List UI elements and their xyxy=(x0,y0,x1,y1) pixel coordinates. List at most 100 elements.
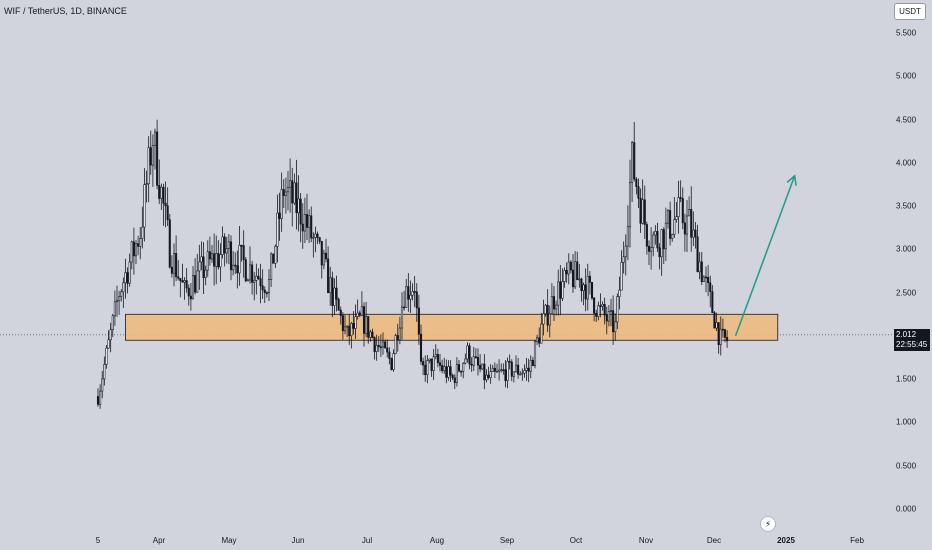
candle xyxy=(599,293,602,318)
candle-body xyxy=(466,345,469,360)
candle-body xyxy=(270,253,273,280)
candle-body xyxy=(548,313,551,326)
candle xyxy=(206,240,209,277)
candle xyxy=(578,263,581,288)
candle-body xyxy=(487,374,490,378)
candle-body xyxy=(559,281,562,299)
candle xyxy=(479,354,482,373)
candle xyxy=(415,283,418,322)
candle-body xyxy=(284,191,287,196)
candle-body xyxy=(565,270,568,275)
candle xyxy=(411,283,414,301)
candle xyxy=(278,192,281,241)
candle xyxy=(527,358,530,383)
candle-body xyxy=(441,365,444,371)
candle xyxy=(595,309,598,323)
candle xyxy=(103,356,106,386)
candle xyxy=(354,304,357,339)
candle-body xyxy=(557,281,560,306)
candle-body xyxy=(660,229,663,258)
candle xyxy=(162,183,165,226)
candle xyxy=(141,206,144,249)
x-tick-label: Oct xyxy=(569,536,583,545)
candle xyxy=(609,298,613,327)
x-tick-label: Dec xyxy=(706,536,722,545)
candle-body xyxy=(99,390,102,405)
candle-body xyxy=(384,341,387,349)
candle-body xyxy=(113,301,116,317)
candle xyxy=(232,251,235,276)
candle-body xyxy=(603,304,606,316)
candle-body xyxy=(291,180,294,204)
candle xyxy=(400,292,404,340)
candle xyxy=(120,289,123,302)
candle-body xyxy=(700,261,703,282)
candle xyxy=(196,253,199,293)
candle-body xyxy=(295,182,298,214)
candle xyxy=(449,360,452,382)
candle xyxy=(339,306,342,325)
candle-body xyxy=(489,371,492,378)
tradingview-lightning-icon[interactable]: ⚡ xyxy=(760,516,776,532)
candle-body xyxy=(449,366,452,376)
candle xyxy=(485,369,488,383)
candle xyxy=(248,246,252,284)
candle xyxy=(175,235,178,282)
candle-body xyxy=(314,233,317,238)
candle-body xyxy=(597,305,600,317)
candle xyxy=(272,253,275,264)
candle xyxy=(318,237,321,245)
candle-body xyxy=(438,362,442,366)
candle-body xyxy=(204,269,207,279)
candle xyxy=(626,205,629,261)
candle xyxy=(582,282,585,306)
candle xyxy=(263,286,266,304)
candle xyxy=(417,294,420,345)
candle-body xyxy=(681,198,684,224)
candle xyxy=(118,290,121,315)
candle-body xyxy=(259,278,262,287)
candle-body xyxy=(132,241,135,257)
candle xyxy=(105,345,108,369)
candle-body xyxy=(367,316,370,338)
candle-body xyxy=(683,222,686,235)
candle xyxy=(107,330,110,349)
candle xyxy=(312,232,315,258)
candle xyxy=(217,240,220,270)
candle-body xyxy=(147,147,150,185)
candle-body xyxy=(145,183,148,186)
candle-body xyxy=(529,359,532,372)
candle-body xyxy=(210,253,214,260)
candle xyxy=(719,316,722,356)
currency-button[interactable]: USDT xyxy=(894,3,926,20)
candle-body xyxy=(137,243,140,247)
candle-body xyxy=(375,345,378,352)
candle xyxy=(350,321,353,349)
candle xyxy=(529,355,532,379)
candle xyxy=(358,310,361,318)
candle xyxy=(715,312,718,332)
candle-body xyxy=(656,231,659,249)
candle-body xyxy=(631,142,634,183)
candle xyxy=(352,311,355,335)
candle-body xyxy=(669,210,672,239)
candle-body xyxy=(105,347,108,365)
candle xyxy=(183,277,186,300)
candle-body xyxy=(413,291,416,293)
candle xyxy=(662,227,665,264)
candle xyxy=(419,324,423,365)
candle-body xyxy=(711,291,714,313)
candle-body xyxy=(297,198,300,214)
candle xyxy=(168,213,171,269)
x-tick-label: Jun xyxy=(291,536,305,545)
y-tick-label: 0.000 xyxy=(896,504,917,514)
candle xyxy=(563,267,566,288)
candle-body xyxy=(455,364,458,383)
candle xyxy=(654,225,657,245)
candle xyxy=(185,268,188,293)
candle-body xyxy=(316,233,319,238)
candle-body xyxy=(365,316,368,334)
candle xyxy=(536,334,539,345)
candle-body xyxy=(253,280,256,283)
